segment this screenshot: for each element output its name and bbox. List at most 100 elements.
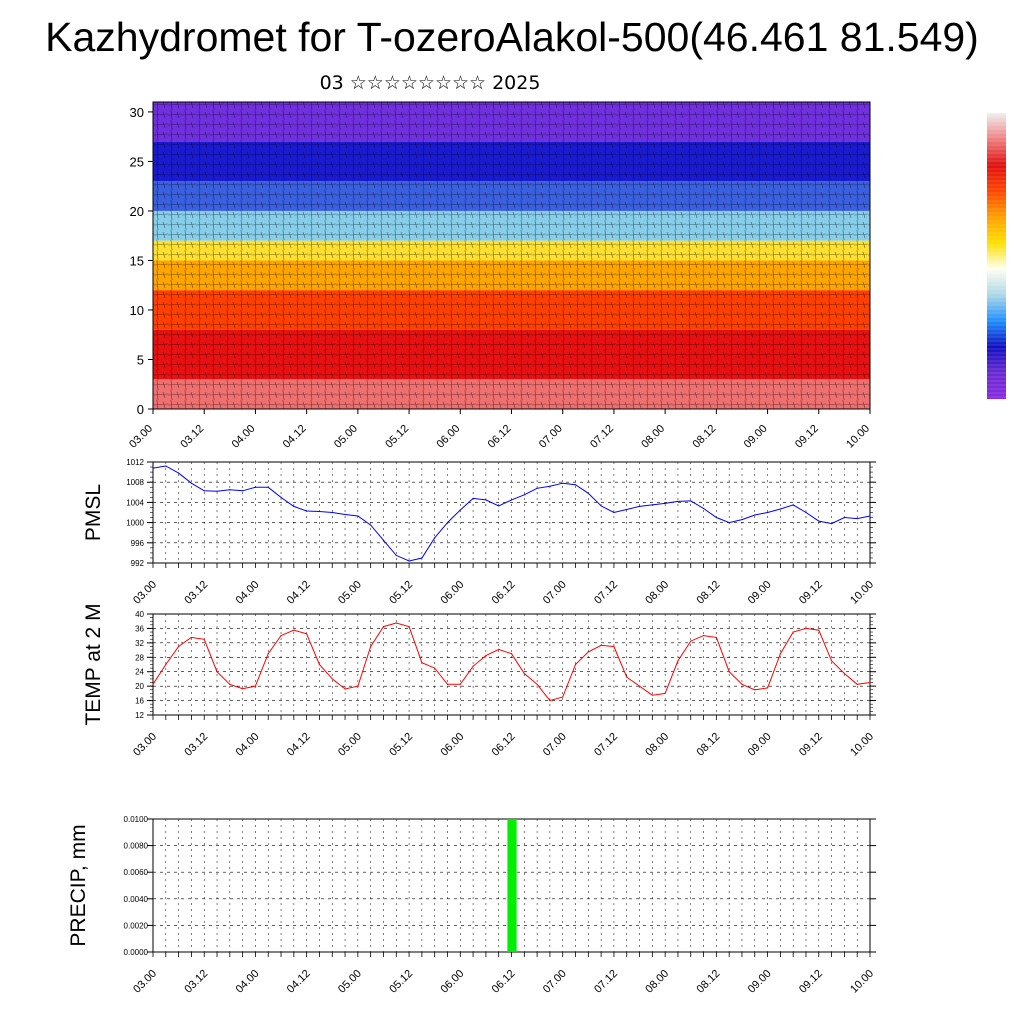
data-point [869,515,871,517]
data-point [395,554,397,557]
x-tick-label: 08.00 [643,579,671,607]
data-point [779,508,781,510]
y-tick-label: 0.0100 [124,815,149,824]
chart-title: Kazhydromet for T-ozeroAlakol-500(46.461… [45,14,979,60]
data-point [754,514,756,516]
data-point [638,505,641,508]
x-tick-label: 08.00 [639,423,667,451]
data-point [152,467,154,469]
y-tick-label: 15 [130,253,144,268]
x-tick-label: 09.12 [797,579,825,607]
x-tick-label: 06.12 [490,579,518,607]
y-tick-label: 1000 [126,519,144,528]
data-point [370,524,372,526]
data-point [382,539,385,541]
data-point [178,472,180,474]
x-tick-label: 07.12 [592,731,620,759]
data-point [677,500,679,502]
x-tick-label: 07.12 [592,579,620,607]
y-axis-label: PRECIP, mm [67,824,90,946]
y-tick-label: 1012 [126,458,144,467]
data-point [203,490,205,492]
y-tick-label: 0.0060 [124,868,149,877]
data-point [677,660,679,662]
data-point [613,511,615,514]
data-point [370,645,372,648]
y-tick-label: 996 [131,539,145,548]
data-point [549,485,551,487]
x-tick-label: 05.00 [336,579,364,607]
data-point [421,557,423,559]
data-point [242,490,244,492]
data-point [267,486,269,488]
y-tick-label: 1008 [126,478,144,487]
data-point [843,672,845,675]
x-tick-label: 04.00 [234,579,262,607]
data-point [728,522,730,524]
x-tick-label: 04.12 [285,579,313,607]
precip-panel: 0.0000 0.0020 0.0040 0.0060 0.0080 0.0100 03.0… [67,815,876,996]
data-point [434,537,436,539]
x-tick-label: 03.00 [131,579,159,607]
data-point [523,672,525,675]
data-point [741,518,743,521]
data-point [562,482,564,484]
y-tick-label: 25 [130,154,144,169]
data-point [203,638,205,640]
data-point [280,635,282,637]
y-tick-label: 32 [135,639,144,648]
data-point [754,689,756,691]
x-tick-label: 08.12 [691,423,719,451]
data-point [408,560,410,562]
x-tick-label: 05.12 [383,423,411,451]
data-point [549,699,551,702]
data-point [498,648,500,650]
x-tick-label: 04.00 [230,423,258,451]
data-point [779,653,781,655]
x-tick-label: 08.12 [695,579,723,607]
x-tick-label: 03.12 [182,579,210,607]
y-tick-label: 0.0000 [124,948,149,957]
data-point [331,678,333,680]
data-point [254,486,257,488]
y-axis-label: TEMP at 2 M [82,603,105,725]
y-tick-label: 0 [137,402,144,417]
x-tick-label: 10.00 [848,968,876,996]
data-point [216,490,218,492]
x-tick-label: 09.12 [793,423,821,451]
x-tick-label: 05.12 [387,731,415,759]
data-point [626,508,628,511]
y-tick-label: 0.0080 [124,842,149,851]
data-point [536,487,538,489]
x-tick-label: 09.00 [746,968,774,996]
y-tick-label: 20 [135,682,144,691]
x-tick-label: 05.12 [387,579,415,607]
data-point [805,511,807,514]
data-point [280,496,282,498]
precip-bar [507,819,517,952]
x-tick-label: 04.12 [285,731,313,759]
x-tick-label: 07.00 [537,423,565,451]
x-tick-label: 09.00 [742,423,770,451]
data-point [830,523,833,525]
data-point [216,671,218,673]
x-tick-label: 07.12 [592,968,620,996]
x-tick-label: 05.00 [332,423,360,451]
data-point [485,499,487,501]
x-tick-label: 07.00 [541,968,569,996]
data-point [152,683,154,685]
data-point [830,660,833,662]
x-tick-label: 03.00 [131,968,159,996]
x-tick-label: 06.12 [490,731,518,759]
data-point [651,694,653,696]
x-tick-label: 06.00 [438,731,466,759]
data-point [702,507,705,510]
data-point [318,663,321,666]
colorbar-fill [987,113,1006,399]
data-point [293,629,295,631]
x-tick-label: 10.00 [848,579,876,607]
y-tick-label: 40 [135,610,144,619]
data-point [459,683,461,685]
data-point [728,671,730,673]
y-tick-label: 1004 [126,498,144,507]
